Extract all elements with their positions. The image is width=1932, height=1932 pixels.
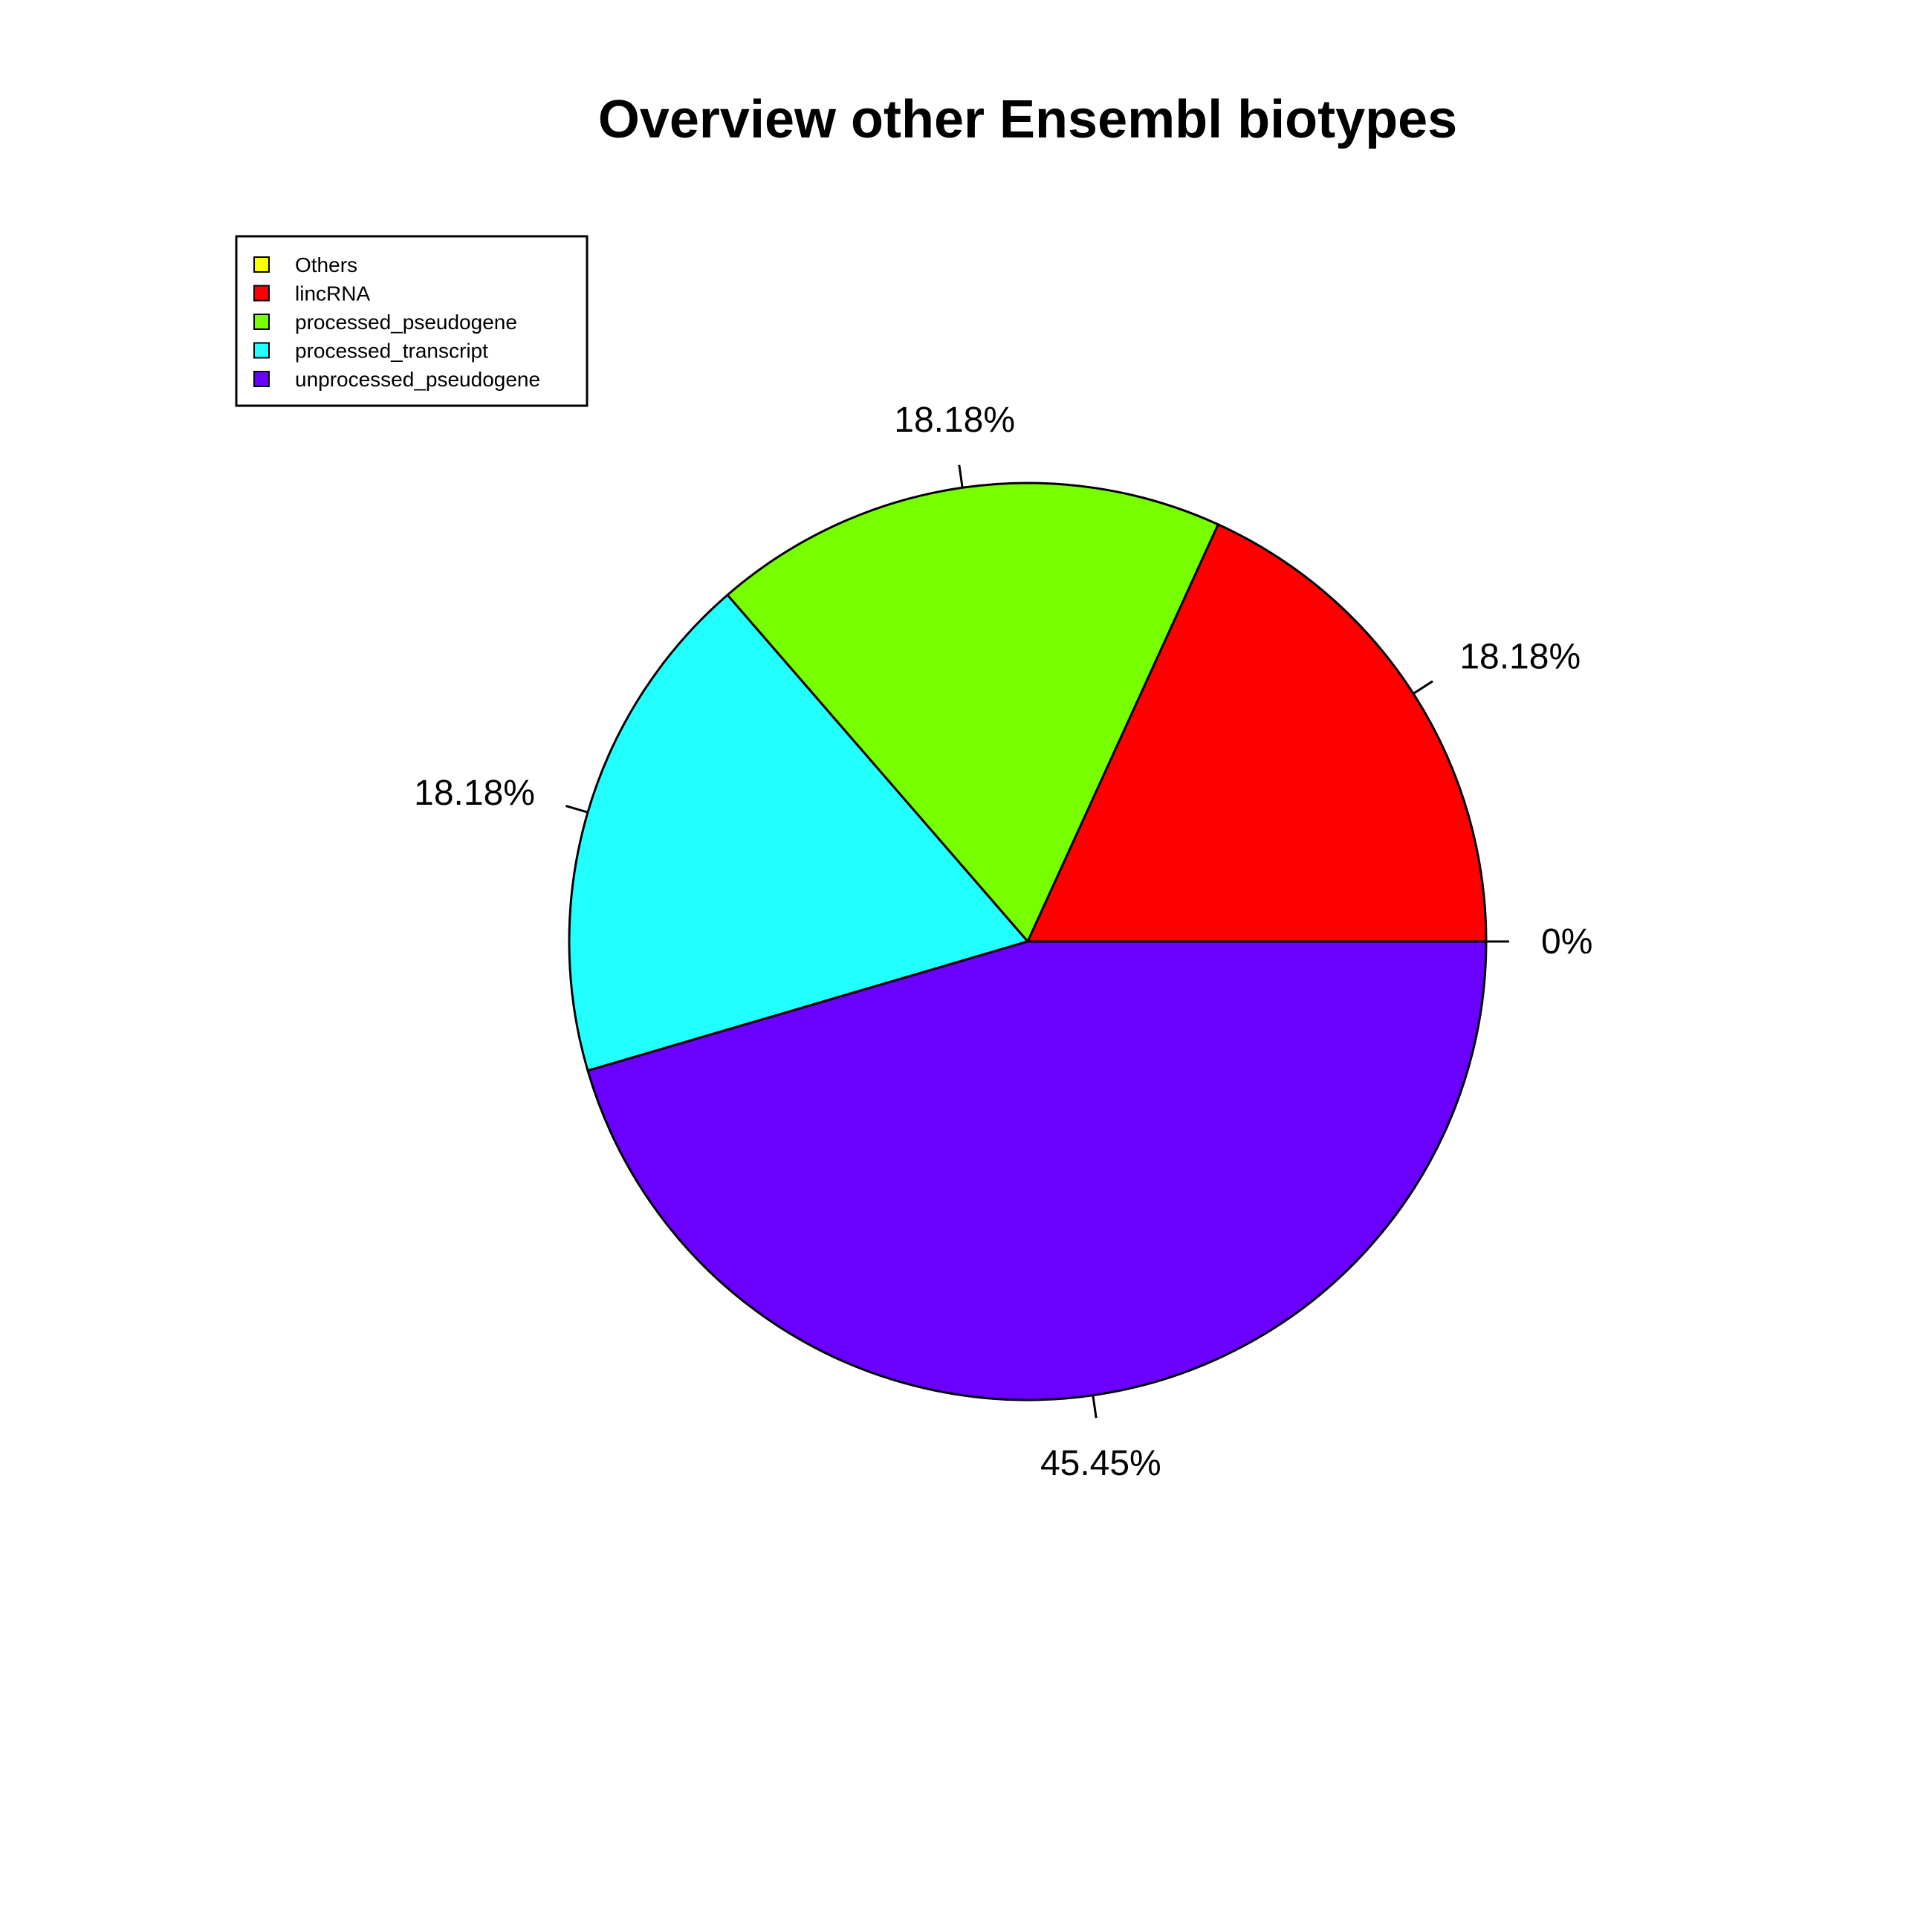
pie-slice-lincrna [1026, 523, 1488, 943]
legend-swatch-processed-transcript [253, 342, 270, 359]
legend-label-others: Others [295, 253, 357, 276]
pie-slice-processed-pseudogene [726, 482, 1219, 943]
legend-swatch-lincrna [253, 285, 270, 302]
legend-swatch-processed-pseudogene [253, 314, 270, 330]
pie-labels: 0% 18.18% 18.18% 18.18% 45.45% [414, 401, 1592, 1483]
legend-swatch-unprocessed-pseudogene [253, 371, 270, 387]
slice-label-processed-pseudogene: 18.18% [894, 401, 1015, 440]
slice-label-processed-transcript: 18.18% [414, 774, 535, 813]
label-tick-lincrna [1413, 680, 1433, 695]
legend-label-unprocessed-pseudogene: unprocessed_pseudogene [295, 368, 540, 391]
label-tick-processed-pseudogene [958, 464, 964, 488]
slice-label-unprocessed-pseudogene: 45.45% [1040, 1444, 1161, 1483]
slice-label-others: 0% [1541, 922, 1592, 962]
legend-entries: Others lincRNA processed_pseudogeneprocess… [253, 253, 540, 391]
chart-title: Overview other Ensembl biotypes [598, 90, 1457, 149]
label-tick-processed-transcript [565, 805, 589, 814]
legend-swatch-others [253, 256, 270, 273]
label-tick-unprocessed-pseudogene [1092, 1395, 1098, 1419]
legend-label-processed-transcript: processed_transcript [295, 340, 488, 363]
legend-label-lincrna: lincRNA [295, 282, 370, 305]
legend: Others lincRNA processed_pseudogeneprocess… [235, 235, 589, 407]
pie-slices [568, 482, 1488, 1401]
legend-label-processed-pseudogene: processed_pseudogene [295, 311, 517, 334]
pie-slice-processed-transcript [568, 594, 1029, 1072]
slice-label-lincrna: 18.18% [1459, 638, 1581, 677]
legend-box [235, 235, 589, 407]
